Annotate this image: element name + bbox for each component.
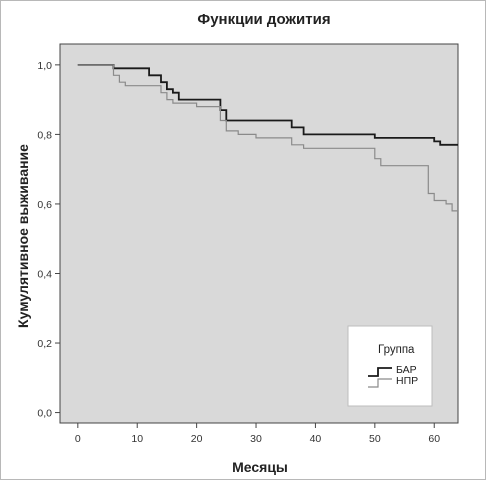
x-tick-label: 60 [428, 433, 440, 445]
y-tick-label: 0,0 [37, 408, 52, 420]
x-tick-label: 40 [310, 433, 322, 445]
series-layer [77, 64, 458, 212]
legend-label-bar: БАР [396, 364, 417, 376]
y-tick-label: 0,2 [37, 338, 52, 350]
series-line-npr [77, 64, 458, 212]
legend-swatch-bar [368, 367, 392, 377]
legend-box [347, 325, 433, 407]
x-tick-label: 0 [75, 433, 81, 445]
x-tick-label: 30 [250, 433, 262, 445]
y-axis-label: Кумулятивное выживание [15, 144, 31, 328]
y-tick-label: 1,0 [37, 60, 52, 72]
x-axis-label: Месяцы [232, 459, 288, 475]
x-tick-label: 20 [191, 433, 203, 445]
legend-title: Группа [378, 344, 415, 356]
axes: 0 10 20 30 40 50 60 0,0 0,2 0,4 0,6 0,8 1,0 [37, 60, 440, 445]
y-tick-label: 0,4 [37, 268, 52, 280]
x-tick-label: 50 [369, 433, 381, 445]
chart-title: Функции дожития [197, 11, 330, 28]
series-line-bar [77, 64, 458, 146]
x-tick-label: 10 [131, 433, 143, 445]
y-tick-label: 0,8 [37, 129, 52, 141]
y-tick-label: 0,6 [37, 199, 52, 211]
legend-swatch-npr [368, 378, 392, 388]
legend-label-npr: НПР [396, 375, 418, 387]
